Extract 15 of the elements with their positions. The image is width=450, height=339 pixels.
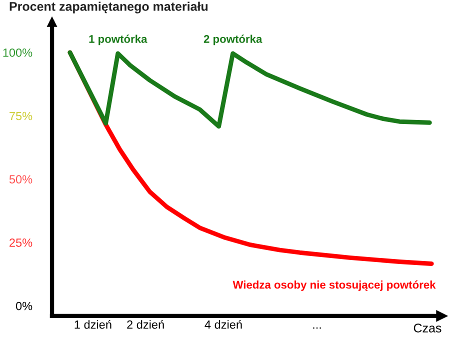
y-tick-label: 25% <box>10 238 32 247</box>
y-tick-label: 100% <box>3 48 32 57</box>
y-axis-title: Procent zapamiętanego materiału <box>10 2 208 14</box>
annotation: 2 powtórka <box>204 34 262 46</box>
annotation: Wiedza osoby nie stosującej powtórek <box>232 280 436 291</box>
y-tick-label: 75% <box>10 112 32 120</box>
annotation: 1 powtórka <box>89 34 148 46</box>
x-tick-label: 1 dzień <box>74 320 112 329</box>
y-tick-label: 0% <box>16 302 32 310</box>
x-tick-label: 4 dzień <box>204 320 242 329</box>
y-tick-label: 50% <box>9 175 32 184</box>
x-axis-title: Czas <box>414 324 442 332</box>
x-tick-label: ... <box>313 327 321 329</box>
x-tick-label: 2 dzień <box>127 320 164 329</box>
line-series <box>68 50 432 129</box>
